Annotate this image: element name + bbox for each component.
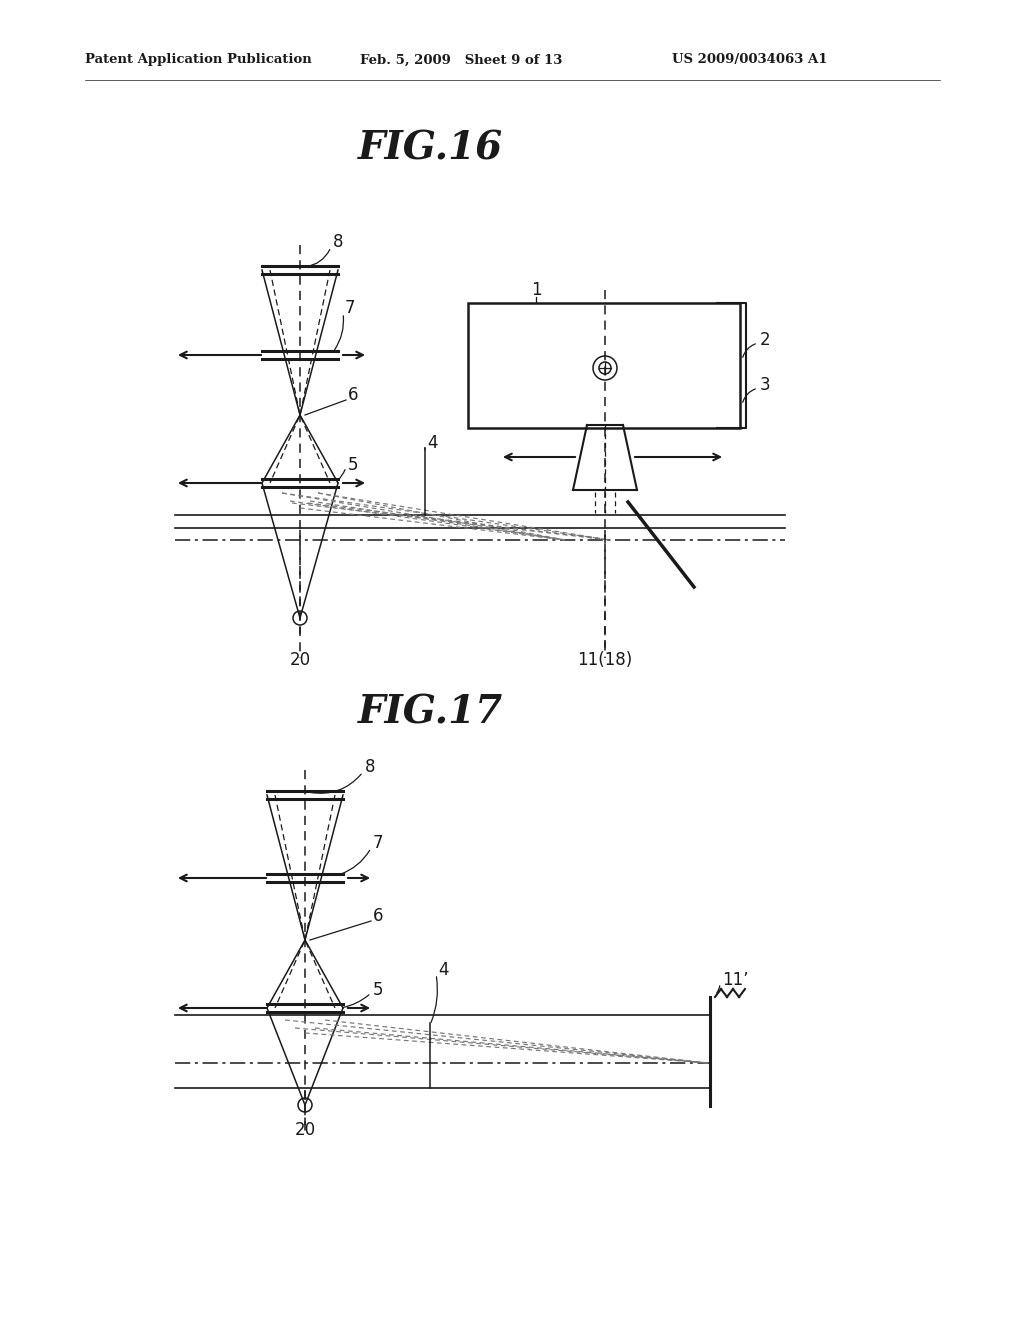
Text: 20: 20 — [295, 1121, 315, 1139]
Text: 6: 6 — [373, 907, 384, 925]
Bar — [468, 304, 740, 428]
Text: 5: 5 — [373, 981, 384, 999]
Text: 1: 1 — [530, 281, 542, 300]
Text: FIG.17: FIG.17 — [357, 693, 503, 731]
Text: 5: 5 — [348, 455, 358, 474]
Text: 8: 8 — [333, 234, 343, 251]
Text: Patent Application Publication: Patent Application Publication — [85, 54, 311, 66]
Text: 4: 4 — [438, 961, 449, 979]
Text: US 2009/0034063 A1: US 2009/0034063 A1 — [672, 54, 827, 66]
Text: 11’: 11’ — [722, 972, 749, 989]
Text: FIG.16: FIG.16 — [357, 129, 503, 168]
Text: 4: 4 — [427, 434, 437, 451]
Text: 3: 3 — [760, 376, 771, 393]
Text: Feb. 5, 2009   Sheet 9 of 13: Feb. 5, 2009 Sheet 9 of 13 — [360, 54, 562, 66]
Text: 20: 20 — [290, 651, 310, 669]
Text: 8: 8 — [365, 758, 376, 776]
Text: 7: 7 — [345, 300, 355, 317]
Text: 11(18): 11(18) — [578, 651, 633, 669]
Text: 2: 2 — [760, 331, 771, 348]
Text: 7: 7 — [373, 834, 384, 851]
Text: 6: 6 — [348, 385, 358, 404]
